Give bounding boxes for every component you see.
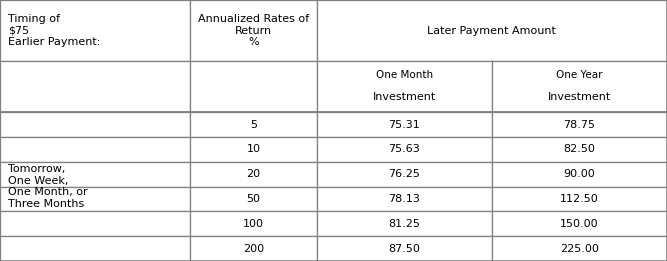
Bar (0, 211, 190, 236)
Bar (0, 162, 190, 187)
Bar (317, 112, 492, 137)
Bar (492, 187, 667, 211)
Bar (0, 137, 190, 162)
Bar (492, 61, 667, 112)
Text: 150.00: 150.00 (560, 219, 599, 229)
Bar (190, 236, 317, 261)
Bar (317, 211, 492, 236)
Bar (190, 137, 317, 162)
Text: 75.63: 75.63 (388, 144, 420, 155)
Text: 5: 5 (250, 120, 257, 130)
Text: Investment: Investment (373, 92, 436, 102)
Text: Annualized Rates of
Return
%: Annualized Rates of Return % (198, 14, 309, 47)
Bar (0, 236, 190, 261)
Bar (317, 187, 492, 211)
Text: Later Payment Amount: Later Payment Amount (428, 26, 556, 36)
Text: 78.75: 78.75 (564, 120, 596, 130)
Bar (317, 61, 492, 112)
Text: 81.25: 81.25 (388, 219, 420, 229)
Bar (492, 162, 667, 187)
Text: 78.13: 78.13 (388, 194, 420, 204)
Bar (317, 137, 492, 162)
Bar (190, 211, 317, 236)
Bar (190, 187, 317, 211)
Text: 87.50: 87.50 (388, 244, 420, 254)
Bar (0, 61, 190, 112)
Bar (317, 162, 492, 187)
Bar (0, 112, 190, 137)
Text: Investment: Investment (548, 92, 611, 102)
Bar (317, 0, 667, 61)
Text: 112.50: 112.50 (560, 194, 599, 204)
Bar (190, 112, 317, 137)
Text: 50: 50 (247, 194, 260, 204)
Bar (190, 0, 317, 61)
Text: 225.00: 225.00 (560, 244, 599, 254)
Text: One Year: One Year (556, 70, 603, 80)
Text: 75.31: 75.31 (388, 120, 420, 130)
Text: One Month: One Month (376, 70, 433, 80)
Text: 200: 200 (243, 244, 264, 254)
Bar (0, 0, 190, 61)
Text: Tomorrow,
One Week,
One Month, or
Three Months: Tomorrow, One Week, One Month, or Three … (8, 164, 87, 209)
Text: 20: 20 (246, 169, 261, 179)
Bar (492, 137, 667, 162)
Text: 10: 10 (247, 144, 260, 155)
Bar (492, 211, 667, 236)
Bar (190, 61, 317, 112)
Text: 76.25: 76.25 (388, 169, 420, 179)
Text: 100: 100 (243, 219, 264, 229)
Bar (317, 236, 492, 261)
Text: 90.00: 90.00 (564, 169, 596, 179)
Text: Timing of
$75
Earlier Payment:: Timing of $75 Earlier Payment: (8, 14, 100, 47)
Text: 82.50: 82.50 (564, 144, 596, 155)
Bar (492, 112, 667, 137)
Bar (0, 187, 190, 211)
Bar (190, 162, 317, 187)
Bar (492, 236, 667, 261)
